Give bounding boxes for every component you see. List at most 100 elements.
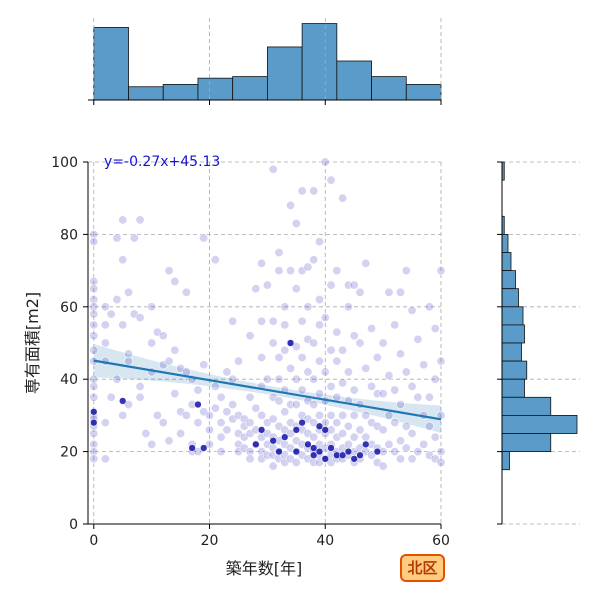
scatter-point: [89, 381, 99, 391]
scatter-point: [257, 447, 267, 457]
scatter-point: [436, 447, 446, 457]
scatter-point: [326, 381, 336, 391]
scatter-point: [291, 436, 301, 446]
scatter-point: [245, 428, 255, 438]
scatter-point: [112, 233, 122, 243]
scatter-point: [314, 356, 324, 366]
scatter-point: [124, 400, 134, 410]
scatter-point: [245, 331, 255, 341]
scatter-point: [413, 334, 423, 344]
scatter-point: [199, 360, 209, 370]
top-histogram-bar: [336, 60, 372, 101]
scatter-point: [205, 439, 215, 449]
scatter-point: [419, 360, 429, 370]
right-histogram-bar: [501, 270, 516, 290]
scatter-point: [291, 342, 301, 352]
scatter-point: [309, 374, 319, 384]
scatter-point: [257, 352, 267, 362]
scatter-point: [338, 428, 348, 438]
right-histogram-bar: [501, 360, 528, 380]
scatter-point: [193, 418, 203, 428]
scatter-point: [262, 428, 272, 438]
scatter-point: [268, 450, 278, 460]
scatter-point-dense: [350, 455, 358, 463]
scatter-point: [401, 421, 411, 431]
scatter-point: [112, 374, 122, 384]
scatter-point: [158, 360, 168, 370]
top-histogram-bar: [371, 76, 407, 101]
scatter-point: [176, 407, 186, 417]
scatter-point: [309, 432, 319, 442]
scatter-point-dense: [269, 437, 277, 445]
scatter-point: [390, 447, 400, 457]
scatter-point-dense: [338, 451, 347, 459]
y-tick-label: 100: [51, 155, 78, 171]
scatter-point: [245, 392, 255, 402]
scatter-point: [378, 338, 388, 348]
scatter-point: [303, 334, 313, 344]
scatter-point-dense: [298, 418, 306, 427]
x-tick-label: 0: [89, 533, 98, 549]
main-plot-axes: 0 20 40 60 0 20 40 60 80 100: [51, 155, 450, 549]
scatter-point: [135, 313, 145, 323]
scatter-point: [89, 345, 99, 355]
scatter-point: [367, 418, 377, 428]
scatter-point: [378, 389, 388, 399]
scatter-point: [251, 403, 261, 413]
scatter-point: [193, 447, 203, 457]
scatter-point: [251, 284, 261, 294]
scatter-point-dense: [188, 444, 196, 452]
scatter-point: [372, 421, 382, 431]
scatter-point: [401, 443, 411, 453]
scatter-point: [210, 403, 220, 413]
regression-equation: y=-0.27x+45.13: [104, 154, 220, 170]
scatter-point: [407, 428, 417, 438]
scatter-point: [216, 418, 226, 428]
scatter-point-dense: [344, 447, 353, 456]
scatter-point-dense: [356, 451, 364, 459]
scatter-point: [297, 186, 307, 196]
scatter-point: [274, 266, 284, 276]
scatter-point: [89, 392, 99, 402]
scatter-point: [320, 313, 330, 323]
scatter-point: [372, 352, 382, 362]
ci-band-layer: [93, 343, 441, 434]
scatter-point: [303, 428, 313, 438]
scatter-point: [332, 327, 342, 337]
scatter-point: [291, 457, 301, 467]
right-histogram-bar: [501, 233, 509, 253]
scatter-point: [384, 439, 394, 449]
scatter-point: [303, 262, 313, 272]
scatter-point: [291, 374, 301, 384]
scatter-point: [268, 461, 278, 471]
scatter-point: [233, 410, 243, 420]
scatter-point: [89, 320, 99, 330]
scatter-point-dense: [90, 418, 98, 427]
scatter-point: [135, 381, 145, 391]
scatter-point: [199, 407, 209, 417]
right-histogram-bar: [501, 324, 525, 344]
scatter-point-dense: [315, 422, 324, 430]
scatter-point: [297, 352, 307, 362]
scatter-point: [384, 287, 394, 297]
scatter-point: [390, 418, 400, 428]
scatter-point: [291, 400, 301, 410]
scatter-point: [135, 215, 145, 225]
scatter-point: [205, 425, 215, 435]
x-tick-label: 40: [316, 533, 334, 549]
scatter-point: [280, 320, 290, 330]
scatter-point: [216, 447, 226, 457]
scatter-point: [303, 367, 313, 377]
scatter-point-dense: [310, 444, 318, 452]
scatter-point: [164, 436, 174, 446]
scatter-point: [89, 374, 99, 384]
scatter-point: [170, 276, 180, 286]
scatter-point: [89, 447, 99, 457]
scatter-point: [349, 385, 359, 395]
y-tick-label: 80: [60, 227, 78, 243]
scatter-point: [118, 255, 128, 265]
scatter-point: [395, 436, 405, 446]
scatter-point: [106, 309, 116, 319]
scatter-point: [233, 356, 243, 366]
scatter-point-dense: [292, 426, 300, 434]
